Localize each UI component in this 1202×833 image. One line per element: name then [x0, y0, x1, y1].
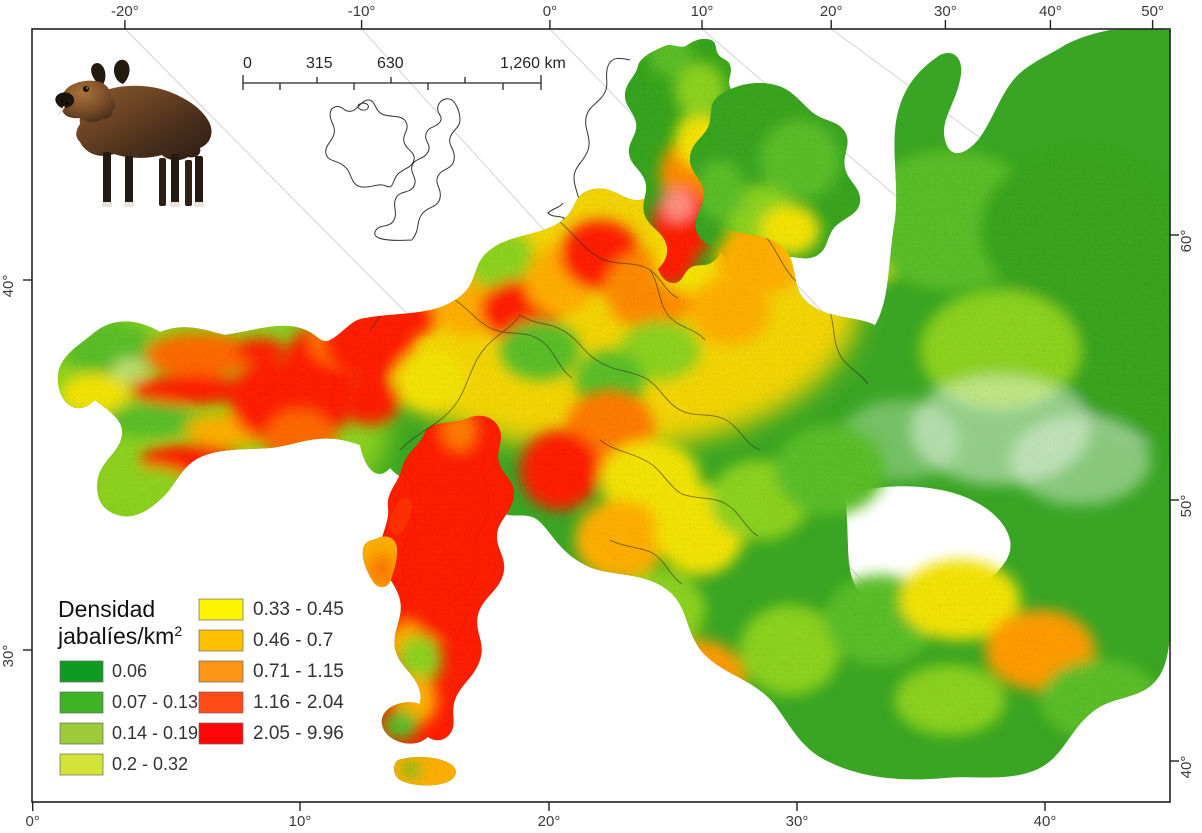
svg-text:40°: 40°: [1034, 813, 1057, 830]
svg-text:40°: 40°: [1178, 756, 1195, 779]
svg-text:0.06: 0.06: [112, 661, 147, 681]
svg-text:630: 630: [377, 55, 404, 72]
svg-text:0.46 - 0.7: 0.46 - 0.7: [253, 630, 333, 651]
svg-text:1.16 - 2.04: 1.16 - 2.04: [253, 692, 344, 713]
svg-text:0.71 - 1.15: 0.71 - 1.15: [253, 661, 344, 682]
svg-text:0.33 - 0.45: 0.33 - 0.45: [253, 599, 344, 620]
svg-text:-10°: -10°: [348, 3, 376, 20]
svg-text:30°: 30°: [934, 3, 957, 20]
svg-text:Densidad: Densidad: [58, 596, 155, 622]
svg-text:2.05 - 9.96: 2.05 - 9.96: [253, 723, 344, 744]
svg-text:0.14 - 0.19: 0.14 - 0.19: [112, 723, 198, 743]
svg-text:60°: 60°: [1178, 230, 1195, 253]
svg-text:20°: 20°: [538, 813, 561, 830]
svg-text:-20°: -20°: [111, 3, 139, 20]
svg-text:1,260 km: 1,260 km: [500, 55, 566, 72]
svg-text:50°: 50°: [1178, 495, 1195, 518]
svg-text:0: 0: [243, 55, 252, 72]
svg-text:50°: 50°: [1141, 3, 1164, 20]
svg-text:0.2 - 0.32: 0.2 - 0.32: [112, 754, 188, 774]
svg-text:10°: 10°: [289, 813, 312, 830]
svg-text:10°: 10°: [691, 3, 714, 20]
svg-text:40°: 40°: [0, 275, 17, 298]
svg-text:20°: 20°: [820, 3, 843, 20]
svg-text:jabalíes/km2: jabalíes/km2: [57, 623, 182, 649]
svg-text:0°: 0°: [543, 3, 557, 20]
svg-text:40°: 40°: [1039, 3, 1062, 20]
svg-text:30°: 30°: [0, 645, 17, 668]
svg-text:0°: 0°: [26, 813, 40, 830]
svg-text:0.07 - 0.13: 0.07 - 0.13: [112, 692, 198, 712]
svg-text:315: 315: [306, 55, 333, 72]
svg-text:30°: 30°: [786, 813, 809, 830]
